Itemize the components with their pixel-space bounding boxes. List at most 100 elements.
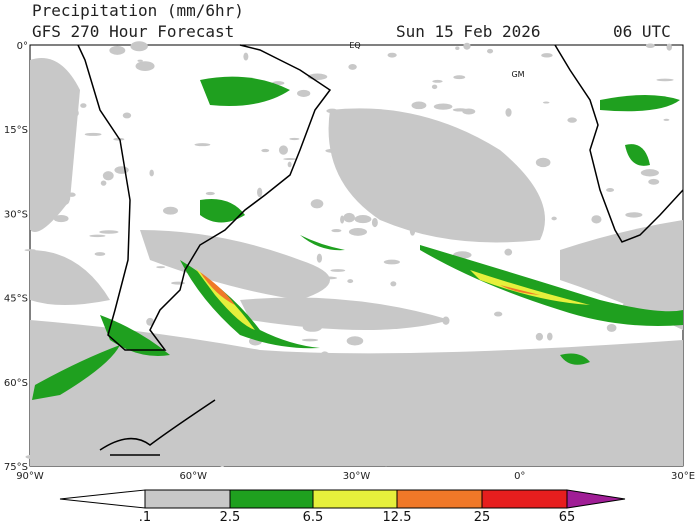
precip-speck	[297, 89, 311, 97]
precip-speck	[343, 212, 355, 223]
precip-speck	[68, 192, 76, 197]
precip-speck	[307, 430, 314, 435]
precip-speck	[25, 454, 40, 459]
precip-speck	[396, 357, 416, 366]
precip-speck	[24, 249, 36, 252]
precip-speck	[442, 316, 450, 325]
precip-speck	[411, 101, 427, 110]
precip-speck	[656, 78, 674, 82]
precip-speck	[348, 228, 368, 236]
precip-speck	[287, 161, 292, 168]
precip-speck	[606, 188, 615, 193]
precip-speck	[243, 52, 249, 61]
colorbar-label: 12.5	[383, 510, 412, 525]
precip-speck	[80, 103, 87, 108]
title: Precipitation (mm/6hr)	[32, 1, 244, 20]
precip-speck	[372, 439, 378, 445]
precip-speck	[541, 53, 553, 58]
colorbar-label: 2.5	[220, 510, 241, 525]
precip-speck	[341, 147, 352, 154]
precip-speck	[197, 362, 216, 373]
lon-label: 60°W	[179, 471, 207, 482]
precip-speck	[563, 457, 580, 462]
precip-speck	[409, 225, 416, 236]
precip-speck	[658, 419, 667, 423]
precip-speck	[567, 117, 577, 123]
precip-speck	[35, 145, 42, 151]
precip-speck	[415, 210, 432, 218]
precip-speck	[353, 360, 367, 369]
colorbar: .1 2.5 6.5 12.5 25 65	[59, 489, 626, 525]
precip-speck	[433, 103, 453, 110]
precip-speck	[551, 216, 557, 221]
precip-speck	[316, 253, 323, 263]
precip-speck	[192, 241, 199, 248]
map: 0° 15°S 30°S 45°S 60°S 75°S90°W 60°W 30°W 0° 30°E…	[4, 41, 695, 482]
lon-label: 30°W	[343, 471, 371, 482]
precip-speck	[407, 321, 419, 325]
precip-speck	[89, 234, 106, 238]
precip-speck	[39, 187, 53, 193]
precip-speck	[318, 276, 338, 280]
precip-speck	[58, 188, 69, 199]
precip-speck	[252, 307, 259, 314]
precip-speck	[222, 424, 237, 430]
precip-speck	[135, 61, 155, 71]
precip-speck	[627, 403, 644, 411]
precip-speck	[648, 178, 660, 185]
precip-speck	[468, 432, 476, 441]
precip-light	[24, 41, 683, 467]
precip-speck	[241, 256, 247, 264]
precip-speck	[426, 222, 438, 232]
map-marker: GM	[511, 70, 524, 79]
precip-speck	[173, 440, 184, 446]
map-marker: EQ	[349, 41, 360, 50]
precip-speck	[301, 338, 319, 342]
precip-speck	[278, 145, 288, 155]
precip-speck	[38, 106, 54, 114]
precip-speck	[463, 42, 471, 50]
precip-speck	[84, 132, 102, 136]
precip-speck	[437, 196, 447, 206]
precip-speck	[526, 353, 542, 357]
precip-speck	[261, 148, 270, 153]
precip-speck	[331, 228, 342, 233]
precip-speck	[640, 169, 659, 177]
lon-label: 0°	[514, 471, 525, 482]
precip-speck	[318, 407, 330, 411]
precip-speck	[501, 176, 506, 183]
precip-speck	[100, 180, 107, 186]
precip-speck	[41, 278, 57, 287]
precip-speck	[654, 259, 659, 265]
precip-speck	[390, 281, 397, 287]
precip-speck	[580, 254, 598, 261]
precip-speck	[506, 432, 512, 442]
precip-speck	[348, 63, 357, 70]
model-line: GFS 270 Hour Forecast	[32, 22, 234, 41]
lat-label: 60°S	[4, 378, 28, 389]
precip-speck	[73, 109, 79, 117]
precip-speck	[171, 281, 185, 285]
precip-speck	[194, 143, 211, 147]
precip-speck	[296, 274, 312, 279]
precip-speck	[99, 396, 117, 406]
precip-speck	[435, 210, 453, 214]
precip-speck	[61, 149, 74, 157]
precip-speck	[431, 84, 438, 90]
precip-speck	[310, 395, 323, 401]
precip-speck	[202, 445, 207, 451]
precip-speck	[455, 411, 464, 415]
precip-speck	[606, 323, 617, 332]
precip-speck	[205, 191, 215, 196]
precip-speck	[99, 230, 119, 234]
precip-speck	[135, 458, 147, 462]
colorbar-label: 65	[559, 510, 576, 525]
precip-speck	[542, 101, 550, 104]
precip-speck	[588, 283, 598, 287]
precip-speck	[371, 217, 378, 228]
lat-label: 15°S	[4, 125, 28, 136]
precip-speck	[625, 212, 643, 218]
precip-speck	[383, 259, 400, 265]
precip-speck	[134, 376, 148, 384]
